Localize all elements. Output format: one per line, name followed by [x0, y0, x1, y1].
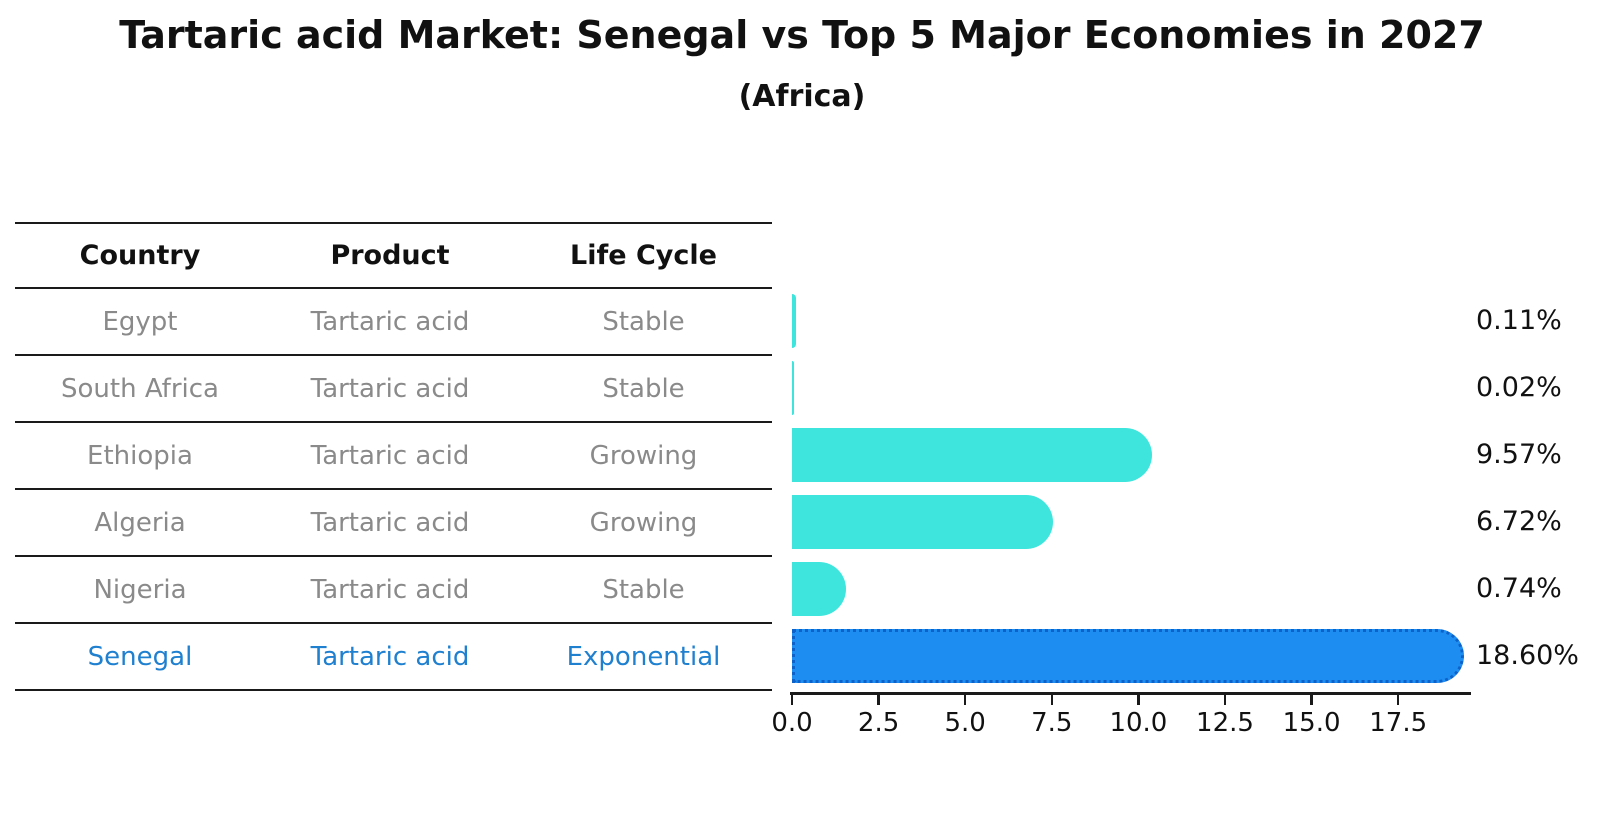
table-header-life-cycle: Life Cycle: [515, 224, 772, 289]
value-label-egypt: 0.11%: [1476, 305, 1562, 336]
cell-country-ethiopia: Ethiopia: [15, 423, 265, 490]
country-table: Country Product Life Cycle Egypt Tartaric ac…: [15, 222, 772, 691]
x-tick-10.0: [1137, 695, 1140, 705]
cell-life-cycle-egypt: Stable: [515, 289, 772, 356]
x-tick-label-0.0: 0.0: [771, 708, 813, 738]
x-tick-0.0: [790, 695, 794, 705]
cell-product-egypt: Tartaric acid: [265, 289, 515, 356]
cell-country-egypt: Egypt: [15, 289, 265, 356]
cell-product-senegal: Tartaric acid: [265, 624, 515, 691]
x-tick-label-12.5: 12.5: [1196, 708, 1254, 738]
x-tick-17.5: [1396, 695, 1400, 705]
bar-algeria: [792, 494, 1053, 549]
table-header-country: Country: [15, 224, 265, 289]
chart-subtitle: (Africa): [738, 79, 866, 114]
cell-product-algeria: Tartaric acid: [265, 490, 515, 557]
bar-south-africa: [792, 360, 794, 415]
cell-life-cycle-nigeria: Stable: [515, 557, 772, 624]
cell-product-ethiopia: Tartaric acid: [265, 423, 515, 490]
cell-product-south-africa: Tartaric acid: [265, 356, 515, 423]
cell-life-cycle-senegal: Exponential: [515, 624, 772, 691]
x-tick-label-15.0: 15.0: [1282, 708, 1341, 738]
cell-country-algeria: Algeria: [15, 490, 265, 557]
x-tick-5.0: [963, 695, 967, 705]
cell-life-cycle-algeria: Growing: [515, 490, 772, 557]
cell-country-south-africa: South Africa: [15, 356, 265, 423]
value-label-senegal: 18.60%: [1476, 640, 1579, 671]
x-axis-line: [790, 692, 1471, 695]
value-label-ethiopia: 9.57%: [1476, 439, 1562, 470]
x-tick-label-10.0: 10.0: [1109, 708, 1168, 738]
chart-title: Tartaric acid Market: Senegal vs Top 5 M…: [119, 13, 1485, 57]
bar-senegal: [792, 628, 1465, 683]
cell-life-cycle-ethiopia: Growing: [515, 423, 772, 490]
x-tick-12.5: [1223, 695, 1227, 705]
x-tick-label-17.5: 17.5: [1369, 708, 1428, 738]
table-header-product: Product: [265, 224, 515, 289]
bar-egypt: [792, 293, 796, 348]
value-label-nigeria: 0.74%: [1476, 573, 1562, 604]
x-tick-7.5: [1050, 695, 1054, 705]
x-tick-label-5.0: 5.0: [944, 708, 986, 738]
value-label-algeria: 6.72%: [1476, 506, 1562, 537]
bar-ethiopia: [792, 427, 1152, 482]
cell-life-cycle-south-africa: Stable: [515, 356, 772, 423]
cell-country-senegal: Senegal: [15, 624, 265, 691]
cell-product-nigeria: Tartaric acid: [265, 557, 515, 624]
x-tick-2.5: [877, 695, 880, 705]
bar-nigeria: [792, 561, 846, 616]
x-tick-label-7.5: 7.5: [1031, 708, 1073, 738]
x-tick-label-2.5: 2.5: [857, 708, 900, 738]
cell-country-nigeria: Nigeria: [15, 557, 265, 624]
x-tick-15.0: [1310, 695, 1313, 705]
value-label-south-africa: 0.02%: [1476, 372, 1562, 403]
